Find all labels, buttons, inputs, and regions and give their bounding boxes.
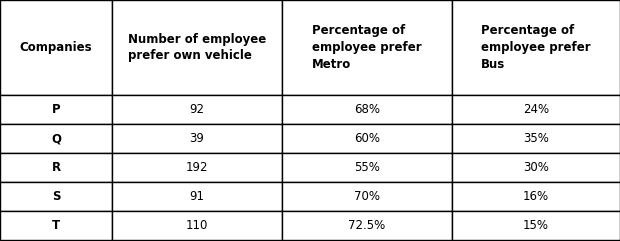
Text: 91: 91 [190, 190, 205, 203]
Text: 60%: 60% [354, 132, 380, 145]
Bar [452, 124, 620, 153]
Text: 110: 110 [186, 219, 208, 232]
Bar [112, 211, 282, 240]
Text: 15%: 15% [523, 219, 549, 232]
Bar [0, 0, 112, 95]
Bar [282, 0, 452, 95]
Text: 16%: 16% [523, 190, 549, 203]
Text: 39: 39 [190, 132, 205, 145]
Text: T: T [52, 219, 60, 232]
Bar [0, 153, 112, 182]
Bar [0, 124, 112, 153]
Text: Companies: Companies [20, 41, 92, 54]
Text: 35%: 35% [523, 132, 549, 145]
Bar [112, 182, 282, 211]
Bar [282, 153, 452, 182]
Text: R: R [51, 161, 61, 174]
Bar [452, 153, 620, 182]
Bar [452, 211, 620, 240]
Text: 72.5%: 72.5% [348, 219, 386, 232]
Bar [112, 124, 282, 153]
Text: S: S [51, 190, 60, 203]
Text: 68%: 68% [354, 103, 380, 116]
Bar [282, 124, 452, 153]
Bar [282, 182, 452, 211]
Text: Q: Q [51, 132, 61, 145]
Text: Percentage of
employee prefer
Metro: Percentage of employee prefer Metro [312, 24, 422, 71]
Bar [282, 95, 452, 124]
Text: 24%: 24% [523, 103, 549, 116]
Bar [452, 0, 620, 95]
Bar [0, 211, 112, 240]
Text: 30%: 30% [523, 161, 549, 174]
Text: 70%: 70% [354, 190, 380, 203]
Bar [0, 182, 112, 211]
Text: 92: 92 [190, 103, 205, 116]
Text: Number of employee
prefer own vehicle: Number of employee prefer own vehicle [128, 33, 266, 62]
Bar [0, 95, 112, 124]
Text: Percentage of
employee prefer
Bus: Percentage of employee prefer Bus [481, 24, 591, 71]
Text: 55%: 55% [354, 161, 380, 174]
Bar [112, 0, 282, 95]
Text: P: P [51, 103, 60, 116]
Bar [112, 153, 282, 182]
Text: 192: 192 [186, 161, 208, 174]
Bar [112, 95, 282, 124]
Bar [282, 211, 452, 240]
Bar [452, 182, 620, 211]
Bar [452, 95, 620, 124]
